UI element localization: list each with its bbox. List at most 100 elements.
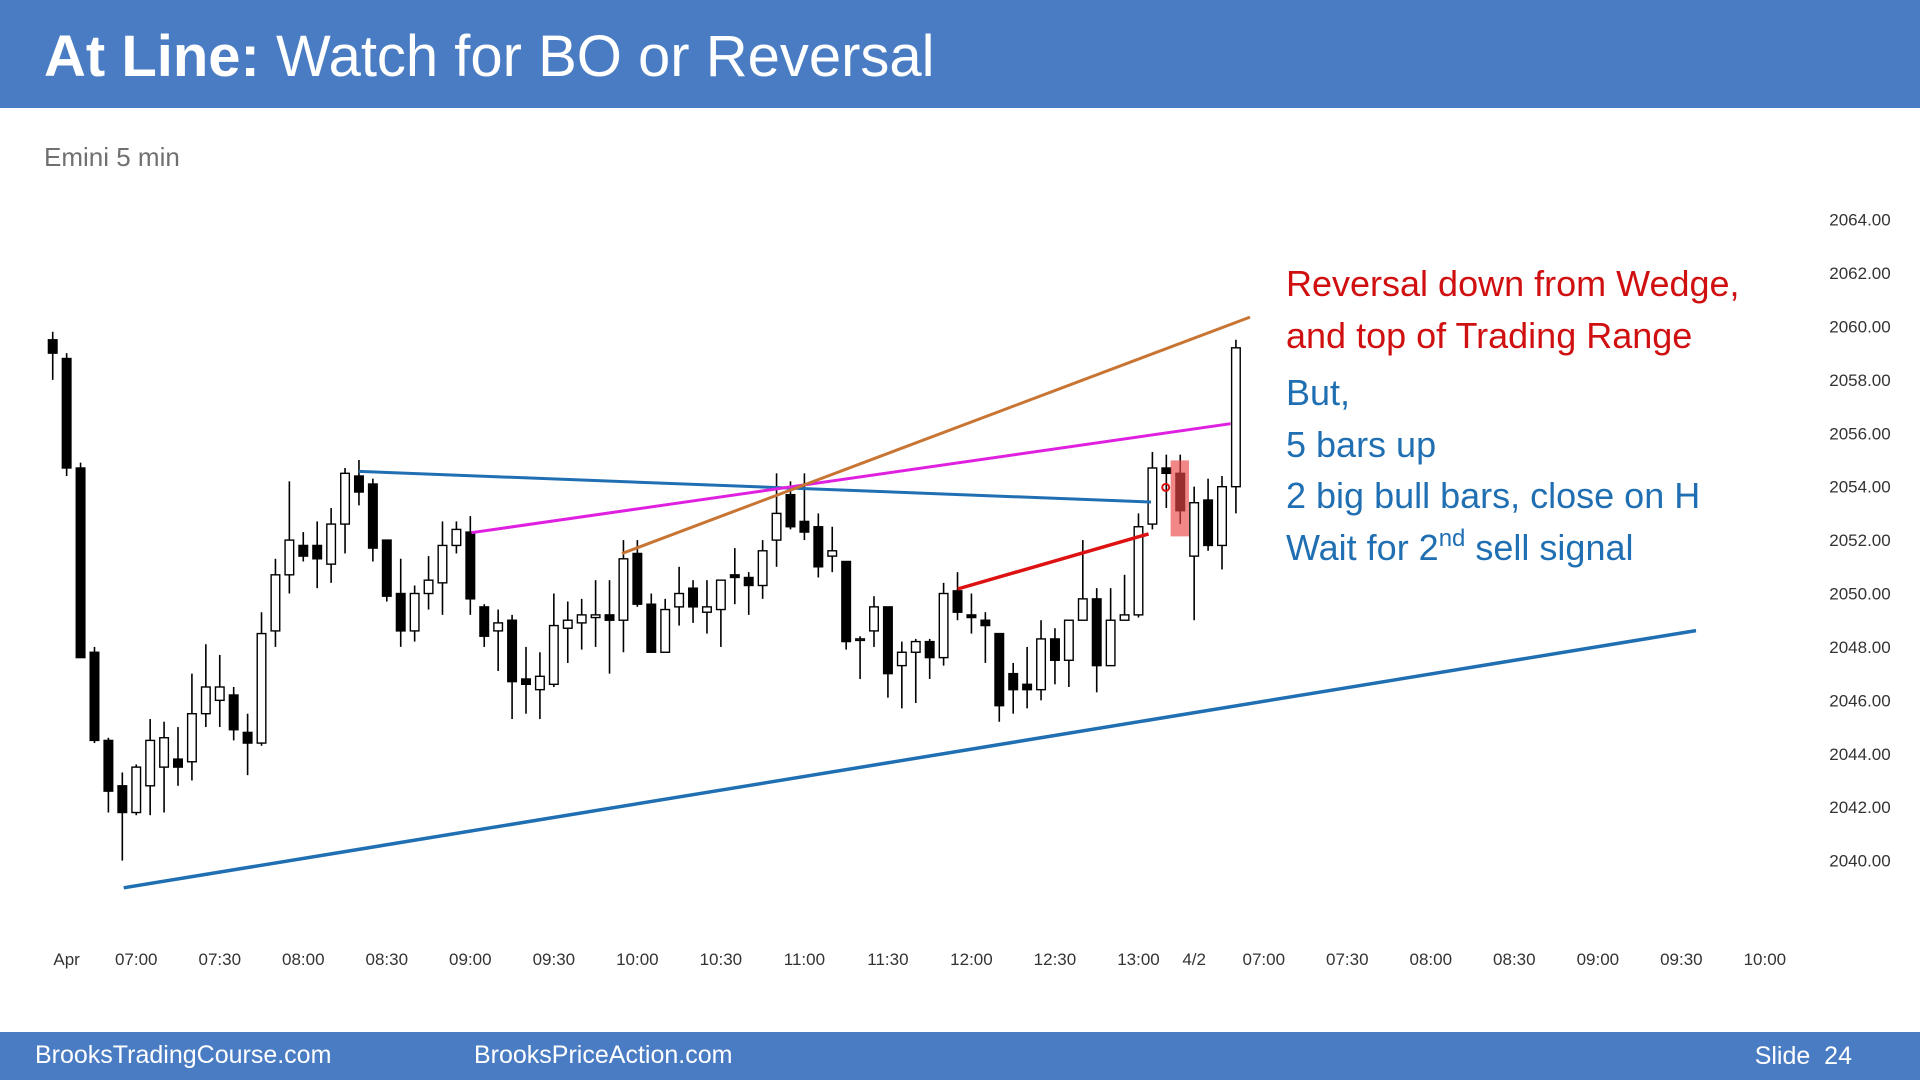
x-tick-label: 13:00 xyxy=(1117,950,1160,969)
candle-body xyxy=(1063,619,1074,661)
y-tick-label: 2040.00 xyxy=(1829,852,1890,871)
candle-body xyxy=(548,624,559,686)
candle-body xyxy=(395,592,406,632)
footer-bar xyxy=(0,1032,1920,1080)
y-tick-label: 2054.00 xyxy=(1829,478,1890,497)
x-tick-label: 09:00 xyxy=(1577,950,1620,969)
candle-body xyxy=(855,638,866,642)
footer-left: BrooksTradingCourse.com xyxy=(35,1041,331,1069)
candle-body xyxy=(1119,614,1130,621)
candle-body xyxy=(284,539,295,576)
annotation-text: Reversal down from Wedge, xyxy=(1286,263,1740,304)
x-tick-label: 08:30 xyxy=(366,950,409,969)
candle-body xyxy=(367,483,378,549)
candle-body xyxy=(437,544,448,584)
footer-middle: BrooksPriceAction.com xyxy=(474,1041,732,1069)
trendline xyxy=(621,315,1251,555)
candle-body xyxy=(507,619,518,683)
candle-body xyxy=(61,357,72,469)
candle-body xyxy=(326,523,337,565)
candle-body xyxy=(1105,619,1116,667)
candle-body xyxy=(701,606,712,613)
y-tick-label: 2044.00 xyxy=(1829,745,1890,764)
y-tick-label: 2062.00 xyxy=(1829,264,1890,283)
x-tick-label: 10:00 xyxy=(616,950,659,969)
y-tick-label: 2060.00 xyxy=(1829,317,1890,336)
candle-body xyxy=(145,739,156,787)
candle-body xyxy=(604,614,615,621)
candle-body xyxy=(353,475,364,493)
x-tick-label: 11:30 xyxy=(867,950,908,969)
y-tick-label: 2046.00 xyxy=(1829,691,1890,710)
y-tick-label: 2042.00 xyxy=(1829,798,1890,817)
x-tick-label: 12:30 xyxy=(1034,950,1077,969)
candle-body xyxy=(409,592,420,632)
candle-body xyxy=(89,651,100,742)
candle-body xyxy=(479,606,490,637)
candle-body xyxy=(1091,598,1102,667)
annotation-superscript: nd xyxy=(1439,525,1466,552)
x-tick-label: 09:30 xyxy=(1660,950,1703,969)
candle-body xyxy=(1077,598,1088,621)
x-tick-label: 08:00 xyxy=(1410,950,1453,969)
candle-body xyxy=(214,686,225,702)
candle-body xyxy=(270,574,281,632)
candle-body xyxy=(381,539,392,597)
x-tick-label: 10:30 xyxy=(700,950,743,969)
x-tick-label: 12:00 xyxy=(950,950,993,969)
x-tick-label: 11:00 xyxy=(784,950,825,969)
candle-body xyxy=(1216,485,1227,547)
candle-body xyxy=(938,592,949,659)
x-tick-label: 07:30 xyxy=(1326,950,1369,969)
candle-body xyxy=(242,731,253,744)
candle-body xyxy=(785,493,796,528)
candle-body xyxy=(994,632,1005,707)
title-rest: Watch for BO or Reversal xyxy=(260,24,935,89)
x-tick-label: 08:30 xyxy=(1493,950,1536,969)
candle-body xyxy=(576,614,587,624)
annotation: Wait for 2nd sell signal xyxy=(1286,525,1634,568)
candle-body xyxy=(1036,638,1047,691)
chart-subtitle: Emini 5 min xyxy=(44,142,180,172)
candle-body xyxy=(660,608,671,653)
candle-body xyxy=(340,472,351,525)
annotation: Reversal down from Wedge, xyxy=(1286,263,1740,304)
candle-body xyxy=(1203,499,1214,547)
candle-body xyxy=(521,678,532,686)
x-tick-label: Apr xyxy=(53,950,80,969)
candle-body xyxy=(827,550,838,557)
candle-body xyxy=(159,737,170,768)
slide-title: At Line: Watch for BO or Reversal xyxy=(44,24,935,89)
annotation-text: Wait for 2 xyxy=(1286,527,1439,568)
candle-body xyxy=(1230,347,1241,488)
candle-body xyxy=(618,558,629,621)
candle-body xyxy=(966,614,977,619)
annotation: 2 big bull bars, close on H xyxy=(1286,475,1700,516)
candle-body xyxy=(75,467,86,659)
candle-body xyxy=(493,622,504,632)
candle-body xyxy=(186,712,197,763)
candle-body xyxy=(841,560,852,643)
candle-body xyxy=(952,590,963,613)
candle-body xyxy=(465,531,476,600)
annotation: But, xyxy=(1286,372,1350,413)
candle-body xyxy=(757,550,768,587)
x-tick-label: 07:30 xyxy=(198,950,241,969)
candle-body xyxy=(910,640,921,653)
candle-body xyxy=(743,576,754,587)
annotation-text: 5 bars up xyxy=(1286,424,1436,465)
y-tick-label: 2052.00 xyxy=(1829,531,1890,550)
annotation: 5 bars up xyxy=(1286,424,1436,465)
annotation-text: But, xyxy=(1286,372,1350,413)
annotation: and top of Trading Range xyxy=(1286,315,1692,356)
signal-dot xyxy=(1161,482,1171,492)
candle-body xyxy=(1161,467,1172,475)
candle-body xyxy=(1147,467,1158,525)
candle-body xyxy=(799,520,810,533)
candle-body xyxy=(423,579,434,595)
candle-body xyxy=(688,587,699,608)
candle-body xyxy=(298,544,309,557)
y-tick-label: 2064.00 xyxy=(1829,211,1890,230)
